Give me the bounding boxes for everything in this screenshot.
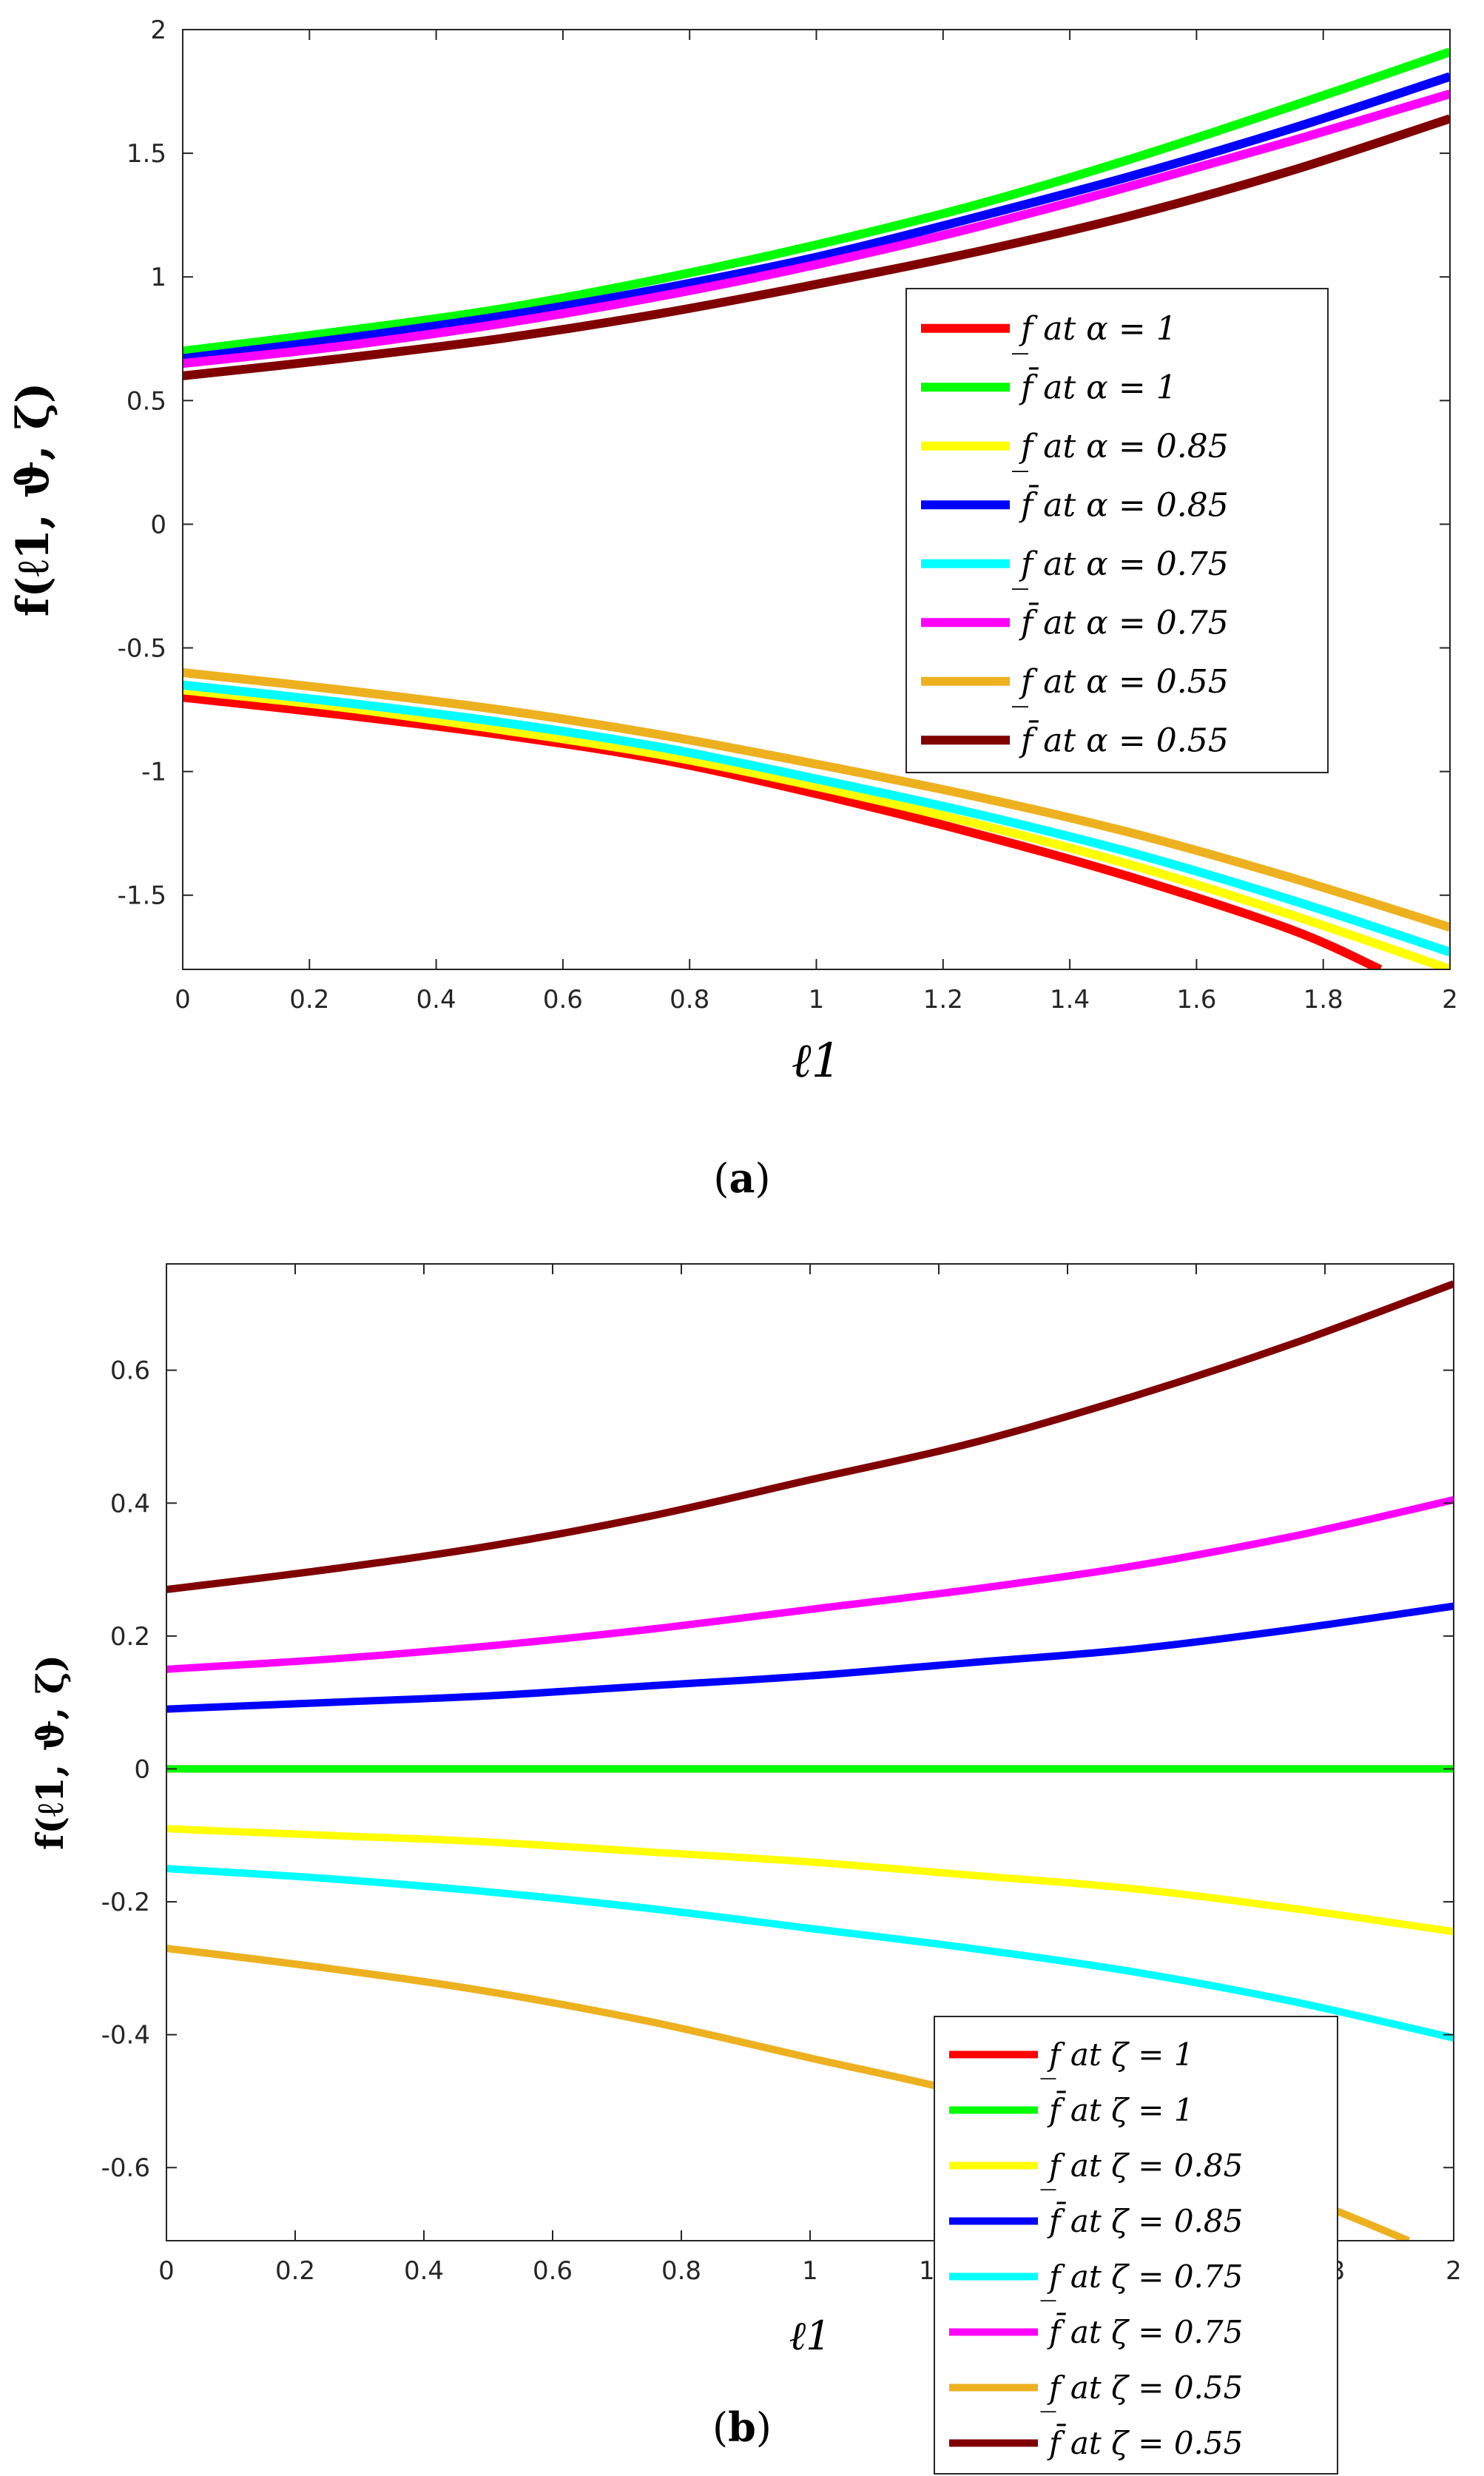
legend-label-1: f̲ at α = 1 [1012,310,1177,354]
y-axis-label: f(ℓ1, ϑ, ζ) [7,383,59,617]
y-tick-label: -0.2 [101,1888,150,1917]
y-tick-label: -0.5 [118,634,166,664]
legend-box [905,288,1329,773]
x-tick-label: 0 [158,2256,175,2286]
series-line-3 [183,685,1450,969]
chart-b-svg: 00.20.40.60.811.21.41.61.82-0.6-0.4-0.20… [28,1263,1462,2475]
x-tick-label: 1.6 [1176,985,1216,1015]
legend-label-4: f̄ at ζ = 0.85 [1047,2201,1243,2239]
x-tick-label: 0.8 [670,985,709,1015]
series-line-4 [166,1602,1454,1713]
y-tick-label: 2 [150,16,166,45]
x-tick-label: 2 [1442,985,1458,1015]
legend-label-5: f̲ at ζ = 0.75 [1041,2258,1244,2301]
series-line-1 [183,693,1383,969]
series-line-8 [183,114,1450,380]
y-tick-label: -1.5 [118,881,166,911]
legend-label-3: f̲ at ζ = 0.85 [1041,2147,1244,2190]
caption-b: (b) [712,2403,772,2451]
y-tick-label: 1.5 [127,139,166,169]
y-tick-label: 0.5 [127,386,166,416]
chart-panel-b: 00.20.40.60.811.21.41.61.82-0.6-0.4-0.20… [0,1228,1484,2476]
y-tick-label: 0 [150,510,166,539]
y-tick-label: -0.4 [101,2021,150,2051]
x-axis-label: ℓ1 [789,2312,832,2359]
x-axis-label: ℓ1 [792,1034,841,1089]
legend-label-7: f̲ at ζ = 0.55 [1041,2369,1244,2412]
series-line-6 [183,90,1450,369]
x-tick-label: 0 [175,985,191,1015]
legend-label-6: f̄ at α = 0.75 [1019,602,1229,642]
legend-label-7: f̲ at α = 0.55 [1012,663,1229,707]
legend-label-3: f̲ at α = 0.85 [1012,428,1229,472]
y-tick-label: 0.4 [110,1489,150,1518]
series-line-6 [166,1496,1454,1673]
legend-label-8: f̄ at α = 0.55 [1019,719,1229,760]
series-line-3 [166,1825,1454,1936]
series-line-5 [166,1865,1454,2042]
legend-label-5: f̲ at α = 0.75 [1012,545,1229,590]
legend-label-2: f̄ at ζ = 1 [1047,2090,1194,2128]
legend-label-1: f̲ at ζ = 1 [1041,2036,1194,2079]
x-tick-label: 1.4 [1050,985,1090,1015]
chart-panel-a: 0 0.2 0.4 0.6 0.8 1 1.2 1.4 1.6 1.8 2 -1.5 -1 -0.5 0 0.… [0,0,1484,1228]
series-line-2 [183,47,1450,356]
x-tick-label: 1 [809,985,825,1015]
series-group [183,47,1450,969]
y-tick-label: 0 [134,1755,150,1784]
series-line-4 [183,72,1450,363]
y-tick-label: -1 [141,758,166,787]
x-tick-label: 2 [1446,2256,1462,2286]
series-group [166,1280,1454,2241]
legend-label-4: f̄ at α = 0.85 [1019,484,1229,525]
y-axis-label: f(ℓ1, ϑ, ζ) [28,1655,72,1850]
x-tick-label: 0.2 [275,2256,315,2286]
legend-label-2: f̄ at α = 1 [1019,366,1177,407]
legend-box [934,2016,1338,2475]
caption-a: (a) [713,1154,771,1202]
y-tick-label: -0.6 [101,2153,150,2183]
y-tick-label: 1 [150,263,166,292]
legend-label-8: f̄ at ζ = 0.55 [1047,2423,1243,2461]
series-line-7 [183,667,1450,932]
series-line-5 [183,680,1450,957]
legend-label-6: f̄ at ζ = 0.75 [1047,2312,1243,2350]
x-tick-label: 1.2 [923,985,963,1015]
x-tick-label: 0.6 [543,985,583,1015]
x-tick-label: 0.2 [289,985,329,1015]
x-tick-label: 0.4 [404,2256,444,2286]
chart-a-svg: 0 0.2 0.4 0.6 0.8 1 1.2 1.4 1.6 1.8 2 -1.5 -1 -0.5 0 0.… [7,16,1458,1089]
y-tick-label: 0.6 [110,1356,150,1386]
x-tick-label: 1.8 [1303,985,1343,1015]
x-tick-label: 0.6 [533,2256,573,2286]
x-tick-label: 0.8 [661,2256,701,2286]
x-tick-label: 0.4 [416,985,456,1015]
y-tick-label: 0.2 [110,1622,150,1652]
series-line-8 [166,1280,1454,1593]
x-tick-label: 1 [802,2256,818,2286]
